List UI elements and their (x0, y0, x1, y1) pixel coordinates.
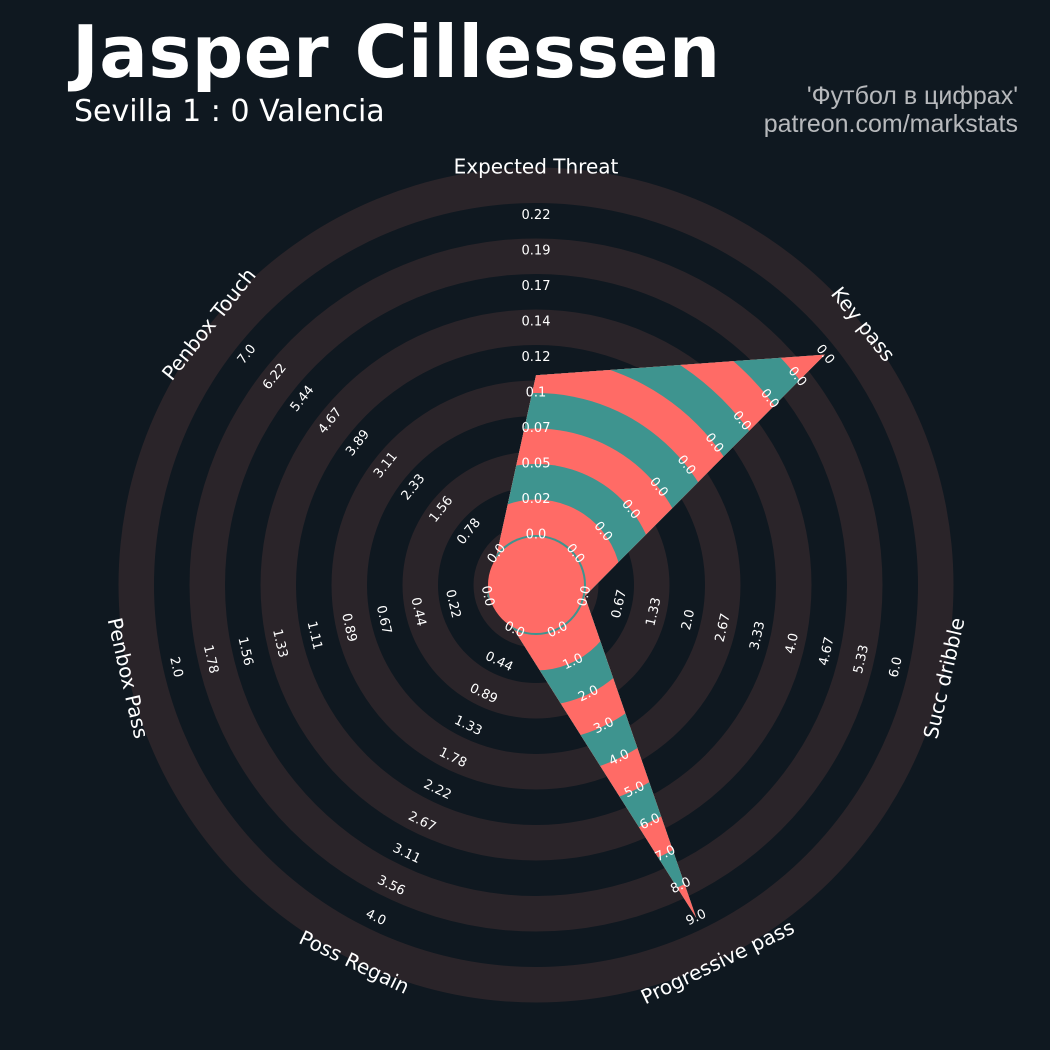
tick-label: 1.33 (269, 628, 290, 660)
credit-line-1: 'Футбол в цифрах' (806, 82, 1018, 110)
tick-label: 0.89 (338, 612, 359, 644)
match-score-subtitle: Sevilla 1 : 0 Valencia (74, 94, 385, 129)
tick-label: 4.67 (816, 636, 837, 668)
parameter-label: Expected Threat (454, 155, 619, 179)
tick-label: 0.17 (522, 279, 551, 294)
tick-label: 0.12 (522, 350, 551, 365)
tick-label: 0.22 (442, 588, 463, 620)
tick-label: 1.56 (234, 636, 255, 668)
tick-label: 0.02 (522, 492, 551, 507)
tick-label: 5.33 (851, 644, 872, 676)
tick-label: 0.14 (522, 315, 551, 330)
center-circle (488, 537, 584, 633)
tick-label: 4.0 (783, 632, 802, 656)
tick-label: 0.1 (526, 386, 547, 401)
tick-label: 1.11 (304, 620, 325, 652)
credit-text: 'Футбол в цифрах' patreon.com/markstats (764, 82, 1018, 138)
tick-label: 0.44 (407, 596, 428, 628)
tick-label: 1.33 (643, 596, 664, 628)
tick-label: 0.67 (609, 588, 630, 620)
tick-label: 0.0 (575, 584, 594, 608)
tick-label: 0.07 (522, 421, 551, 436)
tick-label: 2.0 (166, 655, 185, 679)
credit-line-2: patreon.com/markstats (763, 110, 1018, 138)
tick-label: 6.0 (887, 655, 906, 679)
player-name-title: Jasper Cillessen (72, 10, 721, 94)
tick-label: 3.33 (747, 620, 768, 652)
tick-label: 0.0 (478, 584, 497, 608)
tick-label: 1.78 (200, 644, 221, 676)
tick-label: 0.0 (526, 528, 547, 543)
tick-label: 0.22 (522, 208, 551, 223)
tick-label: 0.67 (373, 604, 394, 636)
tick-label: 2.67 (713, 612, 734, 644)
tick-label: 0.05 (522, 457, 551, 472)
tick-label: 0.19 (522, 244, 551, 259)
tick-label: 2.0 (679, 608, 698, 632)
